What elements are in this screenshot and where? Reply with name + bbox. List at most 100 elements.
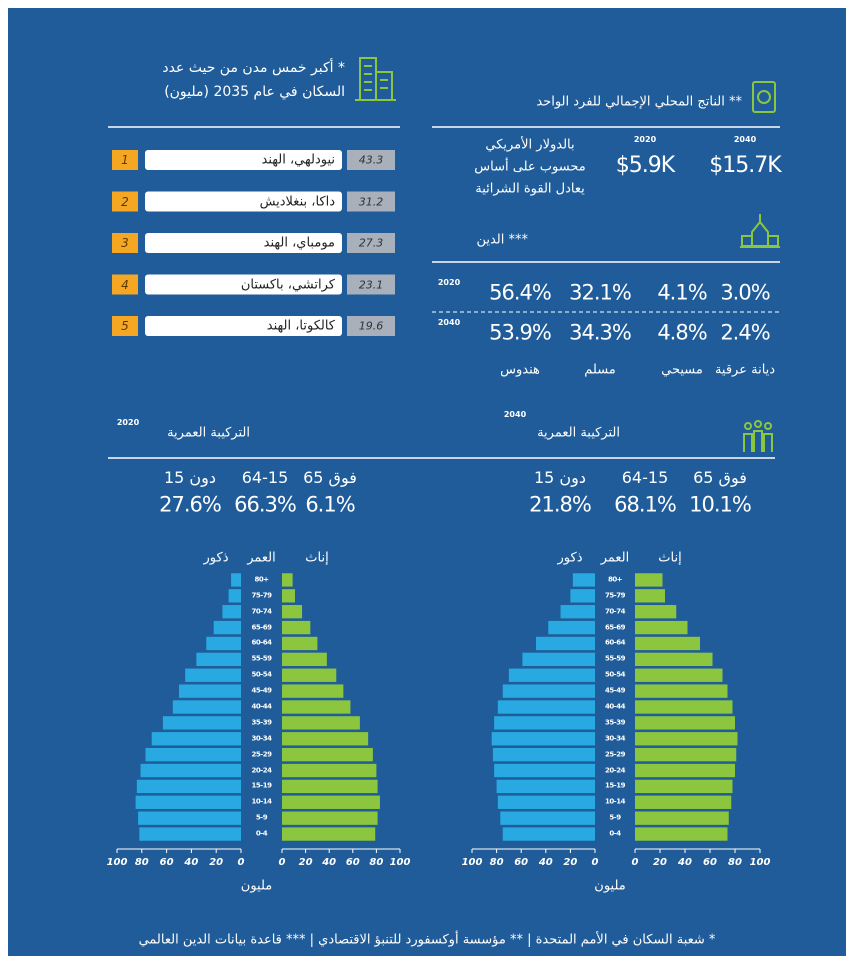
- age-group: 15 دون: [163, 468, 217, 487]
- age-label: 45-49: [251, 686, 272, 695]
- religion-value: 4.8%: [657, 320, 707, 345]
- religion-title: *** الدين: [476, 232, 528, 248]
- bar: [282, 779, 378, 794]
- religion-value: 3.0%: [720, 280, 770, 305]
- religion-value: 32.1%: [569, 280, 632, 305]
- religion-year: 2040: [437, 318, 461, 327]
- city-value: 31.2: [358, 195, 384, 208]
- value-box: [347, 316, 395, 336]
- city-rank: 2: [121, 194, 129, 209]
- bar: [282, 573, 293, 587]
- age-label: 15-19: [605, 781, 625, 790]
- bar: [135, 795, 241, 809]
- temple-icon: [740, 214, 780, 248]
- name-box: [145, 316, 342, 336]
- city-rank: 3: [121, 236, 129, 250]
- age-label: 40-44: [251, 702, 272, 711]
- age-label: 20-24: [251, 766, 272, 775]
- age-label: 70-74: [251, 607, 272, 616]
- age-label: 45-49: [605, 686, 625, 695]
- age-label: 55-59: [605, 654, 625, 663]
- legend-label: ذكور: [203, 550, 229, 566]
- gdp-year: 2040: [733, 135, 757, 144]
- bar: [635, 700, 733, 714]
- x-tick-label: 80: [134, 857, 149, 868]
- religion-value: 34.3%: [569, 320, 632, 345]
- bar: [172, 700, 241, 714]
- gdp-title: ** الناتج المحلي الإجمالي للفرد الواحد: [536, 94, 742, 110]
- gdp-note: يعادل القوة الشرائية: [475, 181, 585, 197]
- city-name: مومباي، الهند: [263, 235, 335, 251]
- bar: [560, 605, 595, 619]
- bar: [282, 795, 380, 809]
- age-value: 21.8%: [529, 492, 592, 517]
- bar: [508, 668, 595, 682]
- category-axis-label: العمر: [247, 550, 276, 566]
- age-label: 35-39: [251, 718, 272, 727]
- bar: [635, 668, 723, 682]
- bar: [635, 716, 735, 730]
- legend-label: ذكور: [557, 550, 583, 566]
- x-tick-label: 20: [653, 857, 667, 868]
- rank-box: [112, 191, 138, 212]
- age-label: 0-4: [609, 829, 621, 838]
- bar: [635, 636, 700, 651]
- city-rank: 5: [121, 319, 129, 333]
- cities-title: * أكبر خمس مدن من حيث عدد: [162, 60, 345, 76]
- x-tick-label: 40: [184, 857, 199, 868]
- religion-value: 56.4%: [489, 280, 552, 305]
- age-label: 15-19: [251, 781, 272, 790]
- x-tick-label: 40: [678, 857, 692, 868]
- bar: [494, 763, 595, 778]
- age-label: 55-59: [251, 654, 272, 663]
- age-label: 5-9: [609, 813, 621, 822]
- age-label: 80+: [254, 575, 269, 584]
- city-value: 27.3: [358, 236, 384, 250]
- city-rank: 1: [121, 153, 129, 167]
- bar: [492, 747, 595, 762]
- city-value: 23.1: [358, 278, 384, 291]
- gdp-year: 2020: [633, 135, 657, 144]
- rank-box: [112, 316, 138, 336]
- city-name: كالكوتا، الهند: [266, 318, 335, 334]
- x-tick-label: 100: [749, 857, 771, 868]
- bar: [282, 684, 344, 698]
- religion-label: ديانة عرقية: [714, 362, 776, 378]
- city-name: نيودلهي، الهند: [261, 152, 335, 168]
- bar: [497, 795, 595, 809]
- gdp-note: محسوب على أساس: [474, 159, 586, 175]
- age-year: 2020: [116, 418, 140, 427]
- age-label: 70-74: [605, 607, 625, 616]
- age-label: 60-64: [251, 638, 272, 647]
- bar: [497, 700, 595, 714]
- age-label: 10-14: [605, 797, 625, 806]
- bar: [282, 747, 373, 762]
- x-tick-label: 0: [631, 857, 639, 868]
- age-label: 10-14: [251, 797, 272, 806]
- age-label: 65-69: [251, 623, 272, 632]
- bar: [139, 827, 241, 841]
- bar: [635, 763, 735, 778]
- age-label: 20-24: [605, 766, 625, 775]
- rank-box: [112, 233, 138, 253]
- age-title: التركيبة العمرية: [167, 425, 250, 441]
- age-label: 5-9: [255, 813, 268, 822]
- age-value: 6.1%: [305, 492, 355, 517]
- bar: [635, 684, 728, 698]
- age-label: 60-64: [605, 638, 625, 647]
- age-year: 2040: [503, 410, 527, 419]
- bar: [136, 779, 241, 794]
- money-icon: [752, 81, 776, 113]
- category-axis-label: العمر: [600, 550, 630, 566]
- bar: [140, 763, 241, 778]
- age-group: 64-15: [621, 468, 669, 487]
- value-box: [347, 274, 395, 295]
- bar: [222, 605, 241, 619]
- bar: [282, 652, 327, 667]
- x-tick-label: 80: [489, 857, 504, 868]
- x-tick-label: 100: [106, 857, 128, 868]
- age-label: 50-54: [605, 670, 625, 679]
- age-label: 30-34: [605, 734, 625, 743]
